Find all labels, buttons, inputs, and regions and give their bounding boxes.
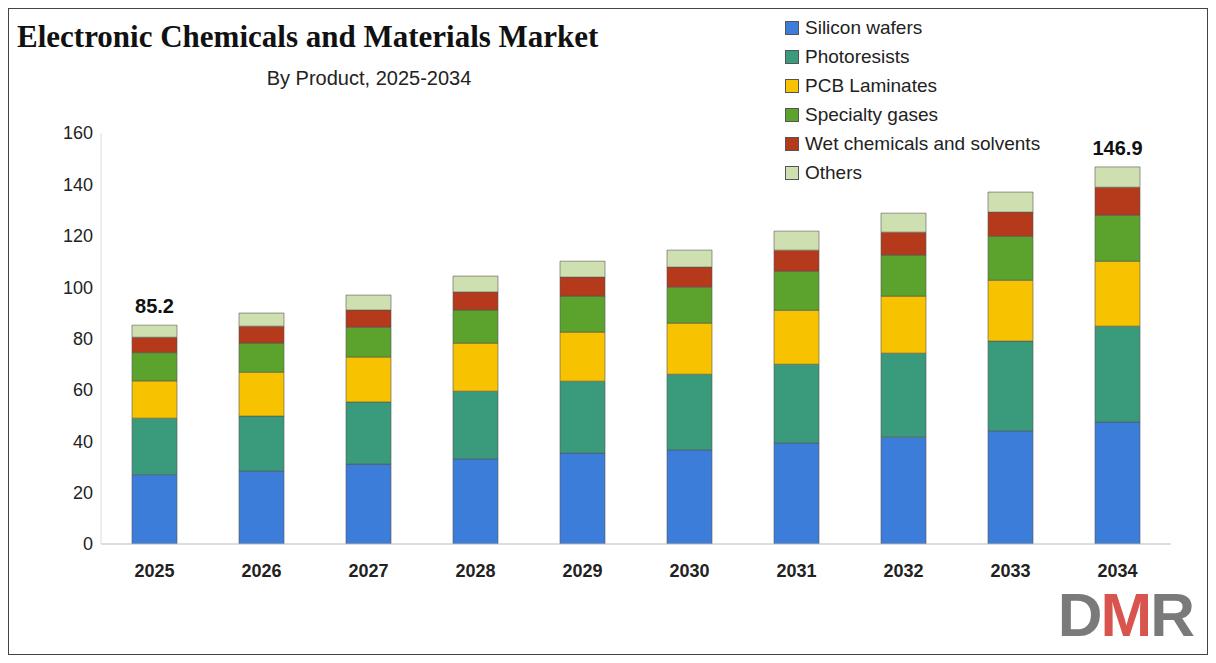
svg-text:40: 40	[73, 432, 93, 452]
html-text:Wet chemicals and solvents: Wet chemicals and solvents	[805, 132, 1041, 154]
html-text:Others: Others	[805, 161, 862, 183]
svg-text:20: 20	[73, 483, 93, 503]
html-text:By Product, 2025-2034: By Product, 2025-2034	[266, 67, 472, 89]
svg-text:2026: 2026	[241, 561, 281, 581]
html-text:Photoresists: Photoresists	[805, 45, 910, 67]
html-text:PCB Laminates: PCB Laminates	[805, 74, 937, 96]
svg-text:2027: 2027	[348, 561, 388, 581]
svg-text:2025: 2025	[134, 561, 174, 581]
svg-text:2030: 2030	[669, 561, 709, 581]
svg-text:80: 80	[73, 329, 93, 349]
svg-text:160: 160	[63, 123, 93, 143]
svg-text:2033: 2033	[990, 561, 1030, 581]
svg-text:85.2: 85.2	[135, 295, 174, 317]
html-text:Specialty gases: Specialty gases	[805, 103, 939, 125]
html-text:Silicon wafers: Silicon wafers	[805, 16, 923, 38]
html-text:Electronic Chemicals and Mater: Electronic Chemicals and Materials Marke…	[17, 19, 599, 54]
svg-text:120: 120	[63, 226, 93, 246]
svg-text:2031: 2031	[776, 561, 816, 581]
svg-text:60: 60	[73, 380, 93, 400]
svg-text:100: 100	[63, 278, 93, 298]
svg-text:2028: 2028	[455, 561, 495, 581]
svg-text:2032: 2032	[883, 561, 923, 581]
svg-text:140: 140	[63, 175, 93, 195]
svg-text:2034: 2034	[1097, 561, 1137, 581]
svg-text:2029: 2029	[562, 561, 602, 581]
html-text:D M R: D M R	[1057, 580, 1193, 649]
svg-text:146.9: 146.9	[1092, 137, 1142, 159]
svg-text:0: 0	[83, 534, 93, 554]
